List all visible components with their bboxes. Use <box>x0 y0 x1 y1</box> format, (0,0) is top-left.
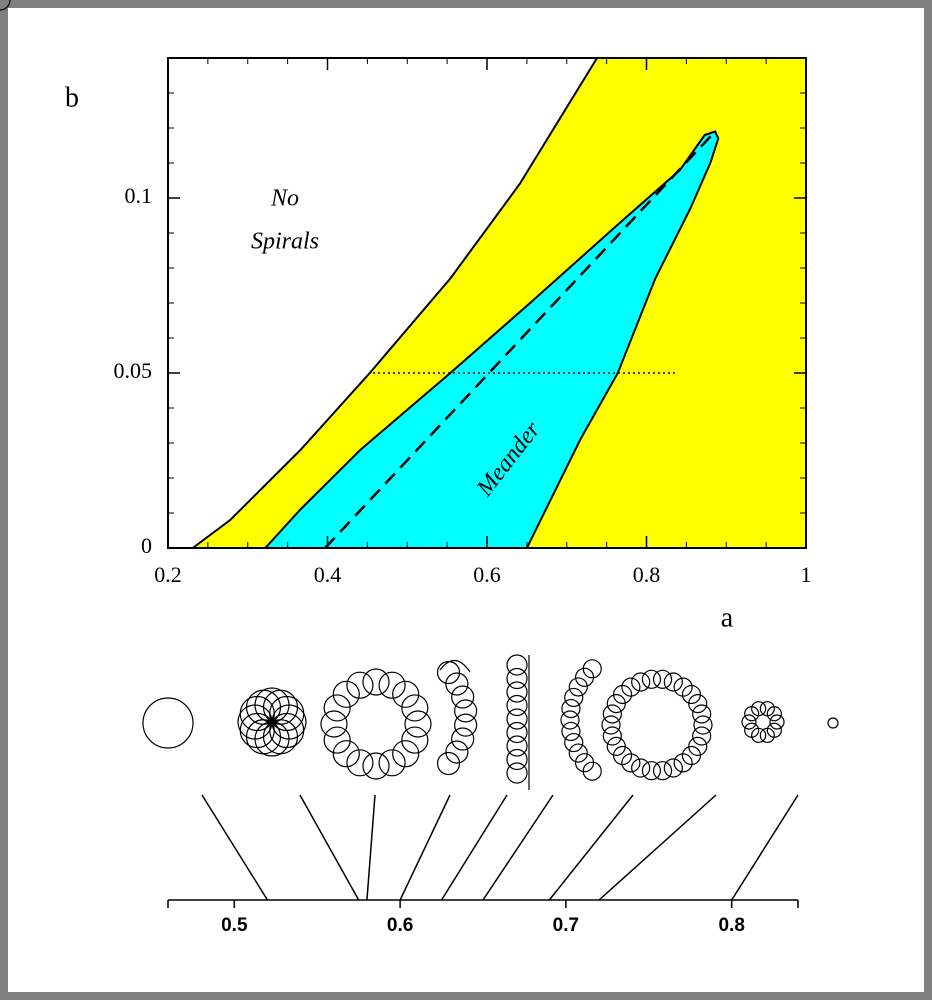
x-tick-label: 0.6 <box>387 915 413 936</box>
x-axis-label: a <box>721 602 734 633</box>
x-tick-label: 0.6 <box>473 562 501 587</box>
x-tick-label: 0.8 <box>633 562 661 587</box>
x-tick-label: 1 <box>801 562 812 587</box>
x-tick-label: 0.5 <box>221 915 248 936</box>
y-tick-label: 0 <box>141 533 152 558</box>
x-tick-label: 0.7 <box>553 915 579 936</box>
x-tick-label: 0.8 <box>718 915 744 936</box>
annotation: Spirals <box>251 229 319 255</box>
annotation: No <box>270 186 299 212</box>
figure: 0.2 0.4 0.6 0.8 1 0 0.05 0.1 0.5 0.6 0.7 0.8 b a No Spi… <box>0 0 932 1000</box>
y-tick-label: 0.05 <box>114 358 153 383</box>
y-axis-label: b <box>65 82 79 113</box>
x-tick-label: 0.4 <box>314 562 342 587</box>
x-tick-label: 0.2 <box>154 562 182 587</box>
y-tick-label: 0.1 <box>125 183 153 208</box>
